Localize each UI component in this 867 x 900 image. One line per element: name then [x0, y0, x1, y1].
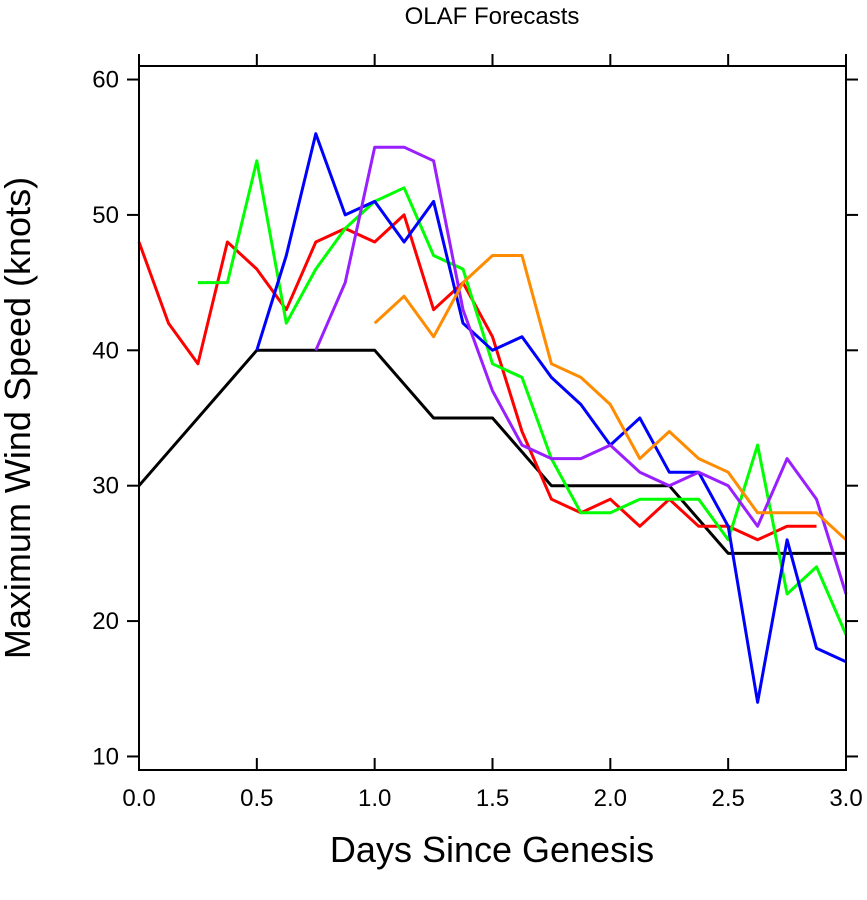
x-tick-label: 2.0 [594, 785, 627, 812]
x-axis-title: Days Since Genesis [330, 829, 654, 870]
series-line-6 [373, 254, 848, 541]
series-line-4 [255, 132, 847, 704]
series-line-2 [137, 213, 817, 542]
y-tick-label: 50 [92, 202, 119, 229]
y-axis-title: Maximum Wind Speed (knots) [0, 177, 38, 659]
x-tick-label: 1.5 [476, 785, 509, 812]
x-tick-label: 1.0 [358, 785, 391, 812]
y-tick-label: 10 [92, 743, 119, 770]
y-tick-label: 20 [92, 608, 119, 635]
y-tick-label: 30 [92, 473, 119, 500]
x-tick-label: 2.5 [711, 785, 744, 812]
x-tick-label: 0.5 [240, 785, 273, 812]
series-line-1 [137, 348, 846, 555]
y-tick-label: 40 [92, 337, 119, 364]
series-layer [137, 132, 848, 704]
tick-layer: 0.0 0.5 1.0 1.5 2.0 2.5 3.0 10 20 30 40 50 60 [92, 54, 863, 812]
x-tick-label: 0.0 [122, 785, 155, 812]
x-tick-label: 3.0 [829, 785, 862, 812]
series-line-5 [314, 145, 848, 595]
series-line-3 [197, 159, 848, 636]
y-tick-label: 60 [92, 67, 119, 94]
chart-title: OLAF Forecasts [405, 3, 580, 30]
